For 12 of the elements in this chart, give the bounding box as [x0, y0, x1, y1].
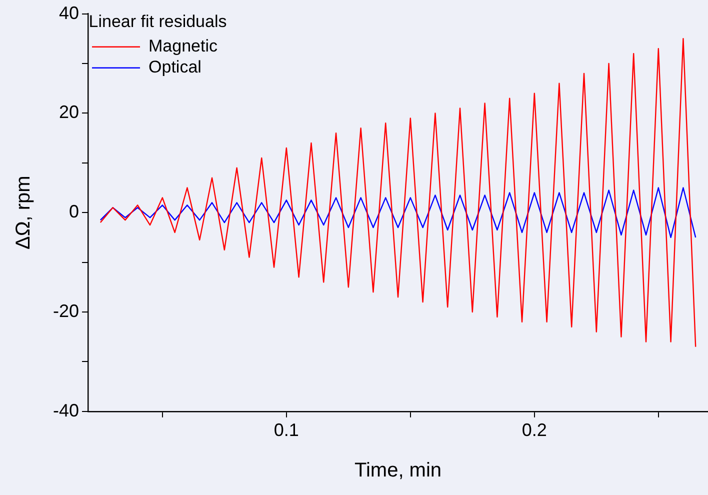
- y-tick-label: 0: [69, 202, 80, 222]
- legend-title: Linear fit residuals: [88, 12, 227, 32]
- x-tick-label: 0.1: [274, 420, 299, 440]
- legend-label: Optical: [148, 58, 202, 77]
- x-axis-title: Time, min: [354, 460, 442, 482]
- y-tick-label: 40: [58, 2, 80, 23]
- y-tick-label: -20: [53, 300, 80, 321]
- y-axis-title: ΔΩ, rpm: [12, 176, 35, 250]
- y-tick-label: 20: [58, 102, 80, 122]
- legend-label: Magnetic: [148, 36, 218, 56]
- y-tick-label: -40: [53, 400, 80, 420]
- x-tick-label: 0.2: [522, 420, 547, 440]
